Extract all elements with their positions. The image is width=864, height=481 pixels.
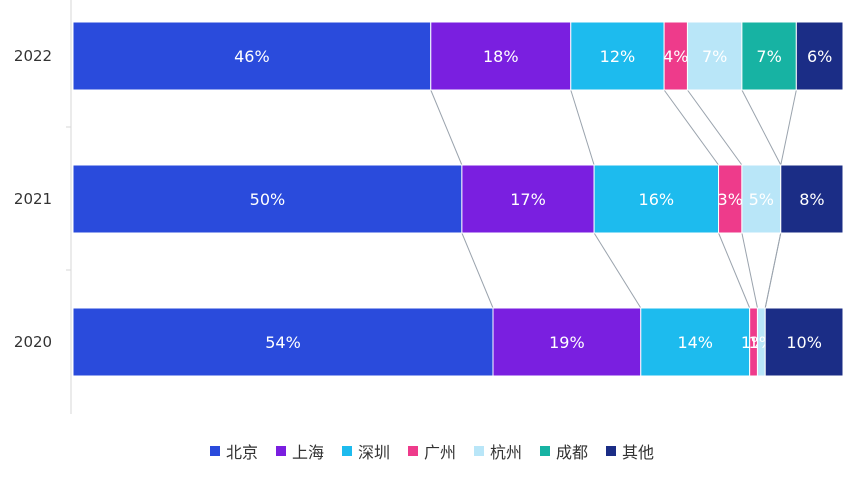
legend-item: 成都 bbox=[540, 439, 588, 463]
legend-swatch bbox=[341, 446, 352, 456]
legend-swatch bbox=[209, 446, 220, 456]
data-label: 19% bbox=[549, 333, 585, 352]
legend-item: 杭州 bbox=[474, 439, 522, 463]
bar-segment bbox=[686, 21, 743, 91]
connector-line bbox=[687, 89, 743, 166]
data-label: 7% bbox=[756, 47, 781, 66]
data-label: 5% bbox=[749, 190, 774, 209]
y-tick-label: 2022 bbox=[14, 47, 52, 65]
legend-swatch bbox=[540, 446, 551, 456]
connector-line bbox=[718, 232, 751, 309]
legend-label: 北京 bbox=[225, 443, 258, 462]
data-label: 54% bbox=[265, 333, 301, 352]
connector-line bbox=[741, 232, 758, 309]
data-label: 17% bbox=[510, 190, 546, 209]
legend-swatch bbox=[474, 446, 484, 456]
data-label: 3% bbox=[718, 190, 743, 209]
bar-segment bbox=[593, 164, 720, 234]
connector-line bbox=[764, 232, 782, 309]
legend-label: 其他 bbox=[622, 443, 655, 462]
legend: 北京 上海 深圳 广州 杭州 成都 其他 bbox=[0, 436, 864, 466]
data-label: 46% bbox=[234, 47, 270, 66]
connector-line bbox=[663, 89, 719, 166]
legend-item: 其他 bbox=[606, 439, 654, 463]
data-label: 10% bbox=[786, 333, 822, 352]
connector-line bbox=[741, 89, 782, 166]
data-label: 8% bbox=[799, 190, 824, 209]
legend-item: 深圳 bbox=[341, 439, 390, 463]
data-label: 12% bbox=[600, 47, 636, 66]
data-label: 16% bbox=[639, 190, 675, 209]
bar-segment bbox=[72, 21, 432, 91]
bar-segment bbox=[570, 21, 665, 91]
legend-label: 深圳 bbox=[357, 443, 390, 462]
legend-item: 北京 bbox=[209, 439, 258, 463]
connector-line bbox=[780, 89, 797, 166]
legend-item: 上海 bbox=[275, 439, 324, 463]
connector-line bbox=[430, 89, 463, 166]
legend-label: 成都 bbox=[556, 443, 589, 462]
bar-segment bbox=[72, 164, 463, 234]
connector-line bbox=[593, 232, 642, 309]
legend-swatch bbox=[407, 446, 418, 456]
bar-segment bbox=[741, 21, 797, 91]
data-label: 4% bbox=[663, 47, 688, 66]
legend-swatch bbox=[606, 446, 617, 456]
data-label: 50% bbox=[250, 190, 286, 209]
connector-line bbox=[570, 89, 595, 166]
data-label: 18% bbox=[483, 47, 519, 66]
legend-label: 杭州 bbox=[490, 443, 523, 462]
data-label: 14% bbox=[677, 333, 713, 352]
legend-label: 上海 bbox=[291, 443, 324, 462]
bar-segment bbox=[741, 164, 782, 234]
y-tick-label: 2020 bbox=[14, 333, 52, 351]
data-label: 7% bbox=[702, 47, 727, 66]
bar-segment bbox=[72, 307, 494, 377]
bar-segment bbox=[640, 307, 751, 377]
bar-segment bbox=[780, 164, 844, 234]
legend-swatch bbox=[275, 446, 286, 456]
bar-segment bbox=[492, 307, 642, 377]
legend-item: 广州 bbox=[407, 439, 456, 463]
bar-segment bbox=[795, 21, 844, 91]
legend-label: 广州 bbox=[423, 443, 456, 462]
bar-segment bbox=[430, 21, 572, 91]
connector-line bbox=[461, 232, 494, 309]
y-tick-label: 2021 bbox=[14, 190, 52, 208]
bar-segment bbox=[461, 164, 595, 234]
bar-segment bbox=[764, 307, 844, 377]
data-label: 6% bbox=[807, 47, 832, 66]
